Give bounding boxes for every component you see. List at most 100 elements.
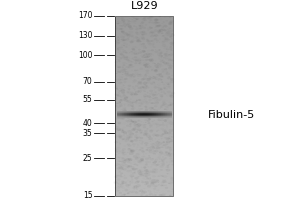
Bar [116, 43, 173, 44]
Bar [148, 112, 149, 113]
Bar [116, 56, 173, 57]
Bar [162, 115, 163, 116]
Bar [116, 148, 173, 149]
Bar [116, 150, 173, 151]
Bar [128, 112, 129, 113]
Bar [130, 112, 131, 113]
Bar [116, 97, 173, 98]
Bar [161, 116, 162, 117]
Bar [116, 164, 173, 165]
Bar [119, 114, 120, 115]
Bar [138, 114, 139, 115]
Bar [171, 111, 172, 112]
Bar [126, 114, 127, 115]
Bar [157, 111, 158, 112]
Bar [116, 173, 173, 174]
Bar [164, 117, 165, 118]
Bar [153, 112, 154, 113]
Bar [146, 111, 147, 112]
Bar [163, 117, 164, 118]
Bar [136, 113, 137, 114]
Bar [116, 141, 173, 142]
Bar [143, 111, 144, 112]
Bar [118, 117, 119, 118]
Bar [163, 115, 164, 116]
Bar [116, 60, 173, 61]
Bar [137, 116, 138, 117]
Bar [164, 113, 165, 114]
Bar [137, 114, 138, 115]
Bar [124, 113, 125, 114]
Bar [116, 144, 173, 145]
Bar [117, 117, 118, 118]
Bar [133, 117, 134, 118]
Bar [116, 115, 173, 116]
Bar [117, 114, 118, 115]
Bar [129, 113, 130, 114]
Bar [161, 111, 162, 112]
Bar [126, 111, 127, 112]
Bar [116, 184, 173, 185]
Bar [144, 112, 145, 113]
Bar [127, 113, 128, 114]
Bar [123, 116, 124, 117]
Bar [132, 113, 133, 114]
Bar [116, 155, 173, 156]
Bar [124, 112, 125, 113]
Bar [121, 114, 122, 115]
Bar [143, 114, 144, 115]
Bar [116, 50, 173, 51]
Bar [116, 182, 173, 183]
Bar [170, 114, 171, 115]
Bar [116, 17, 173, 18]
Bar [170, 117, 171, 118]
Bar [142, 116, 143, 117]
Bar [116, 135, 173, 136]
Bar [116, 74, 173, 75]
Bar [137, 112, 138, 113]
Bar [116, 87, 173, 88]
Bar [154, 112, 155, 113]
Bar [124, 116, 125, 117]
Bar [149, 111, 150, 112]
Bar [141, 117, 142, 118]
Bar [168, 117, 169, 118]
Bar [146, 112, 147, 113]
Bar [169, 114, 170, 115]
Bar [164, 111, 165, 112]
Bar [116, 188, 173, 189]
Bar [163, 112, 164, 113]
Bar [129, 112, 130, 113]
Bar [135, 114, 136, 115]
Bar [116, 64, 173, 65]
Bar [148, 114, 149, 115]
Bar [159, 113, 160, 114]
Bar [141, 114, 142, 115]
Bar [116, 153, 173, 154]
Bar [132, 117, 133, 118]
Bar [136, 111, 137, 112]
Bar [147, 116, 148, 117]
Bar [116, 138, 173, 139]
Bar [150, 117, 151, 118]
Bar [127, 114, 128, 115]
Bar [156, 115, 157, 116]
Bar [125, 116, 126, 117]
Bar [116, 26, 173, 27]
Bar [156, 114, 157, 115]
Bar [139, 117, 140, 118]
Bar [152, 114, 153, 115]
Text: 35: 35 [82, 129, 92, 138]
Text: 100: 100 [78, 51, 92, 60]
Bar [130, 113, 131, 114]
Bar [140, 117, 141, 118]
Bar [121, 117, 122, 118]
Bar [131, 117, 132, 118]
Bar [162, 116, 163, 117]
Bar [116, 69, 173, 70]
Bar [160, 113, 161, 114]
Bar [116, 178, 173, 179]
Bar [122, 114, 123, 115]
Bar [147, 113, 148, 114]
Bar [160, 116, 161, 117]
